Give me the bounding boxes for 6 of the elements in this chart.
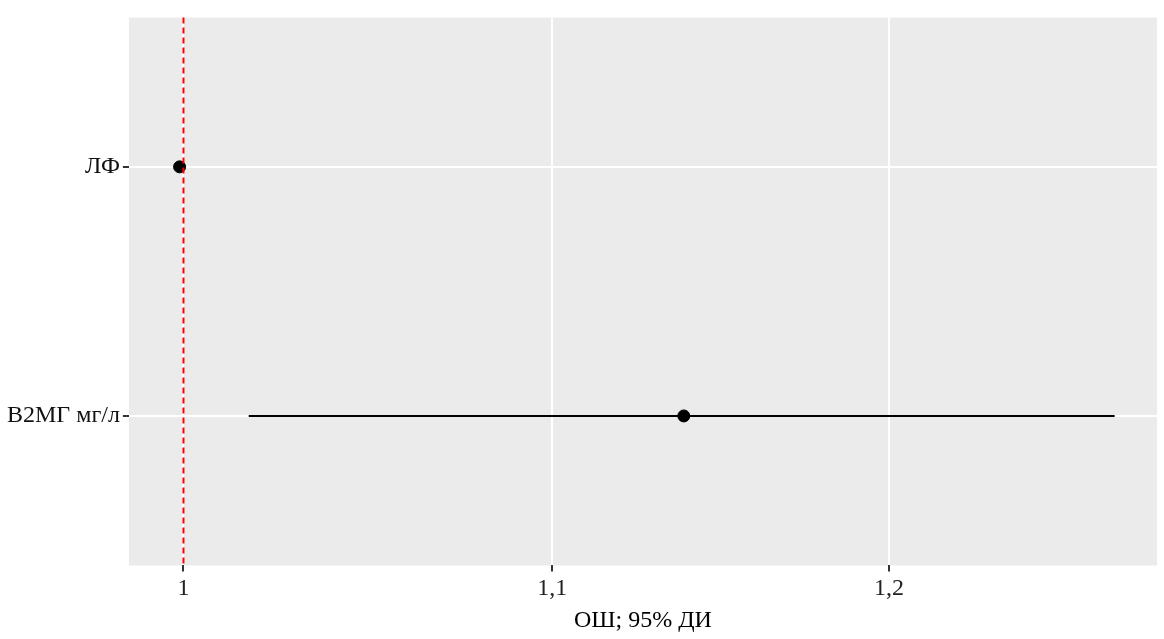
x-tick-label: 1,1 xyxy=(537,574,568,601)
y-tick-label: ЛФ xyxy=(84,152,120,179)
y-tick-label: B2МГ мг/л xyxy=(6,401,120,428)
x-tick-label: 1,2 xyxy=(874,574,905,601)
x-tick-label: 1 xyxy=(177,574,190,601)
x-axis-title: ОШ; 95% ДИ xyxy=(574,605,712,632)
